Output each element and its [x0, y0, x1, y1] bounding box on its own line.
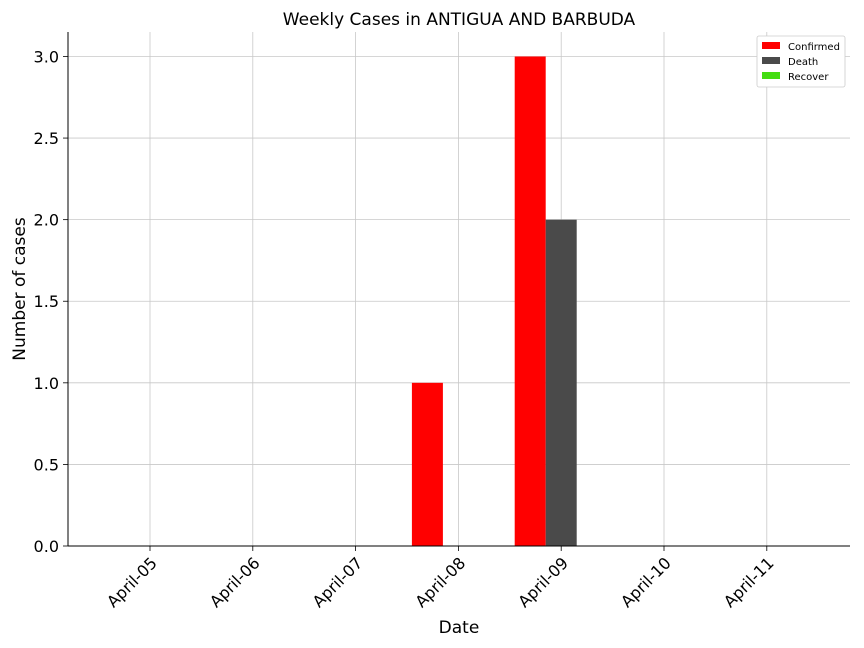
bar-death-april-09 [545, 219, 577, 546]
y-tick-label: 1.0 [34, 374, 59, 393]
axes [67, 32, 850, 547]
bar-series [411, 56, 577, 546]
y-tick-label: 3.0 [34, 47, 59, 66]
grid-lines [68, 32, 850, 547]
x-tick-labels: April-05 April-06 April-07 April-08 April-09… [103, 546, 778, 611]
legend-label-recover: Recover [788, 72, 829, 83]
legend-swatch-confirmed [762, 42, 780, 49]
x-tick-label: April-06 [206, 553, 264, 611]
y-tick-labels: 0.0 0.5 1.0 1.5 2.0 2.5 3.0 [34, 47, 68, 556]
y-tick-label: 0.5 [34, 455, 59, 474]
y-tick-label: 0.0 [34, 537, 59, 556]
x-tick-label: April-07 [309, 553, 367, 611]
legend: Confirmed Death Recover [756, 35, 846, 88]
bar-confirmed-april-08 [411, 382, 443, 546]
y-tick-label: 1.5 [34, 292, 59, 311]
x-axis-label: Date [439, 618, 480, 638]
x-tick-label: April-10 [617, 553, 675, 611]
y-axis-label: Number of cases [10, 217, 30, 361]
x-tick-label: April-11 [720, 553, 778, 611]
legend-label-death: Death [788, 57, 818, 68]
legend-swatch-recover [762, 72, 780, 79]
y-tick-label: 2.0 [34, 211, 59, 230]
x-tick-label: April-09 [514, 553, 572, 611]
bar-confirmed-april-09 [514, 56, 546, 546]
x-tick-label: April-05 [103, 553, 161, 611]
chart-title: Weekly Cases in ANTIGUA AND BARBUDA [283, 10, 636, 30]
x-tick-label: April-08 [411, 553, 469, 611]
y-tick-label: 2.5 [34, 129, 59, 148]
legend-swatch-death [762, 57, 780, 64]
legend-label-confirmed: Confirmed [788, 42, 840, 53]
